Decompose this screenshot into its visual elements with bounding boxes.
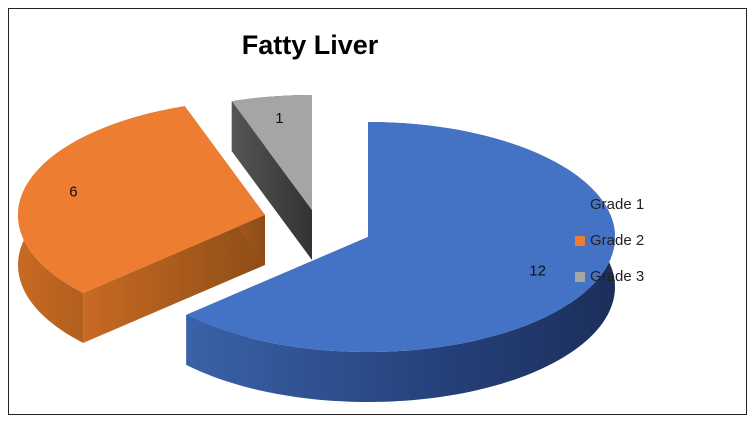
legend-swatch (575, 236, 585, 246)
data-label: 6 (69, 183, 77, 200)
data-label: 12 (529, 263, 546, 280)
slice-side-wall (83, 215, 266, 343)
legend-label: Grade 2 (590, 232, 644, 249)
slice-top (186, 122, 615, 352)
pie-slice (231, 95, 312, 260)
legend-label: Grade 1 (590, 196, 644, 213)
pie-slice (186, 122, 615, 402)
legend-swatch (575, 200, 585, 210)
pie-slice (18, 106, 266, 343)
slice-top (231, 95, 312, 210)
legend-label: Grade 3 (590, 268, 644, 285)
slice-top (18, 106, 265, 293)
data-label: 1 (275, 110, 283, 127)
chart-title: Fatty Liver (242, 30, 379, 60)
legend-swatch (575, 272, 585, 282)
